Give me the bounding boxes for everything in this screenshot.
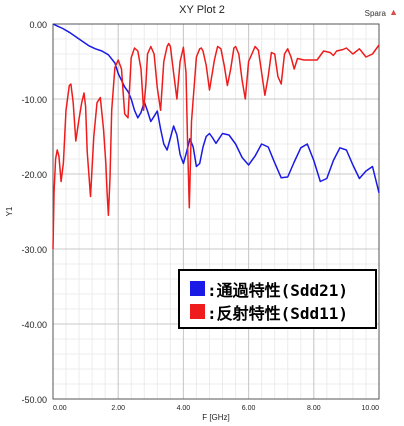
y-tick-label: -10.00 [21, 95, 47, 105]
triangle-marker-icon: ▲ [389, 7, 398, 17]
legend-swatch-blue-icon [190, 281, 205, 296]
x-tick-label: 10.00 [361, 405, 379, 412]
x-axis-label: F [GHz] [202, 413, 230, 422]
y-tick-label: -30.00 [21, 245, 47, 255]
x-tick-label: 8.00 [307, 405, 321, 412]
legend-item-sdd11: :反射特性(Sdd11) [190, 300, 375, 323]
series-line-sdd21 [52, 23, 380, 193]
x-tick-label: 6.00 [242, 405, 256, 412]
legend-label-sdd11: :反射特性(Sdd11) [207, 303, 349, 323]
plot-tag: Spara [364, 9, 386, 18]
y-tick-label: -20.00 [21, 170, 47, 180]
y-tick-label: -50.00 [21, 395, 47, 405]
chart-title: XY Plot 2 [179, 4, 225, 16]
legend: :通過特性(Sdd21) :反射特性(Sdd11) [178, 269, 377, 329]
y-tick-label: 0.00 [29, 20, 47, 30]
series-line-sdd11 [52, 42, 380, 250]
x-tick-label: 4.00 [177, 405, 191, 412]
x-tick-label: 0.00 [53, 405, 67, 412]
x-tick-label: 2.00 [111, 405, 125, 412]
plot-area [53, 24, 379, 399]
y-axis-label: Y1 [5, 206, 14, 216]
legend-swatch-red-icon [190, 304, 205, 319]
legend-item-sdd21: :通過特性(Sdd21) [190, 277, 375, 300]
y-tick-label: -40.00 [21, 320, 47, 330]
legend-label-sdd21: :通過特性(Sdd21) [207, 280, 349, 300]
